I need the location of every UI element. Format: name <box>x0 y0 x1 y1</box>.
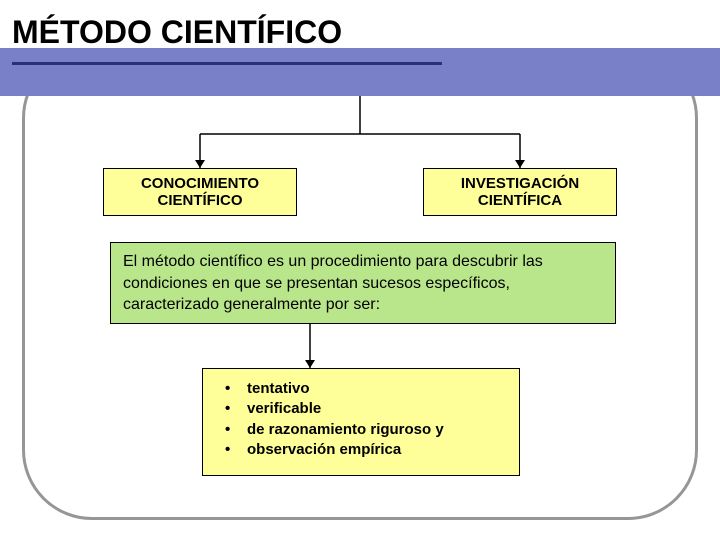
characteristics-ul: tentativoverificablede razonamiento rigu… <box>225 379 509 460</box>
down-arrow <box>300 324 320 370</box>
fork-connector <box>188 96 532 170</box>
list-item: tentativo <box>225 379 509 399</box>
box-investigacion-line1: INVESTIGACIÓN <box>461 175 579 192</box>
header-banner <box>0 48 720 96</box>
list-item: observación empírica <box>225 440 509 460</box>
definition-paragraph: El método científico es un procedimiento… <box>110 242 616 324</box>
title-underline <box>12 62 442 65</box>
box-investigacion-line2: CIENTÍFICA <box>478 192 562 209</box>
box-conocimiento: CONOCIMIENTO CIENTÍFICO <box>103 168 297 216</box>
box-conocimiento-line1: CONOCIMIENTO <box>141 175 259 192</box>
list-item: verificable <box>225 399 509 419</box>
definition-text: El método científico es un procedimiento… <box>123 253 543 313</box>
characteristics-list: tentativoverificablede razonamiento rigu… <box>202 368 520 476</box>
page-title: MÉTODO CIENTÍFICO <box>12 14 342 51</box>
box-conocimiento-line2: CIENTÍFICO <box>158 192 243 209</box>
list-item: de razonamiento riguroso y <box>225 420 509 440</box>
box-investigacion: INVESTIGACIÓN CIENTÍFICA <box>423 168 617 216</box>
